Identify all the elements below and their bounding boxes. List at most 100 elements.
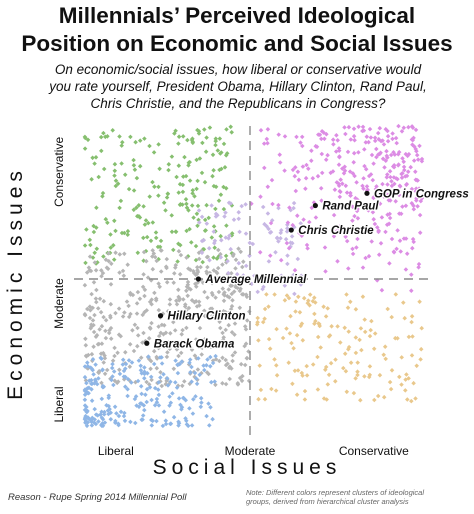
annotation-label: Average Millennial xyxy=(204,274,307,286)
data-point xyxy=(134,403,139,408)
data-point xyxy=(403,203,409,209)
data-point xyxy=(94,205,99,210)
data-point xyxy=(82,417,88,422)
data-point xyxy=(296,177,302,183)
data-point xyxy=(404,372,409,377)
data-point xyxy=(304,242,310,248)
data-point xyxy=(159,355,164,360)
data-point xyxy=(230,298,235,303)
data-point xyxy=(381,352,386,358)
data-point xyxy=(158,238,164,244)
data-point xyxy=(140,417,145,422)
data-point xyxy=(291,200,297,206)
data-point xyxy=(372,331,378,336)
data-point xyxy=(120,357,126,363)
data-point xyxy=(89,177,94,182)
data-point xyxy=(131,188,137,193)
chart-title-line-2: Position on Economic and Social Issues xyxy=(21,31,453,56)
data-point xyxy=(410,334,415,339)
data-point xyxy=(414,148,419,154)
data-point xyxy=(226,287,231,292)
annotation-label: GOP in Congress xyxy=(374,188,469,200)
data-point xyxy=(152,290,157,296)
data-point xyxy=(165,308,171,314)
data-point xyxy=(402,315,407,321)
data-point xyxy=(149,320,154,326)
data-point xyxy=(103,328,108,334)
data-point xyxy=(221,141,227,147)
data-point xyxy=(385,133,391,139)
data-point xyxy=(187,357,193,362)
data-point xyxy=(175,259,180,264)
data-point xyxy=(140,413,146,418)
data-point xyxy=(258,194,263,199)
data-point xyxy=(92,161,97,166)
data-point xyxy=(372,138,378,144)
data-point xyxy=(353,307,359,312)
data-point xyxy=(202,127,207,132)
data-point xyxy=(217,319,222,325)
data-point xyxy=(318,345,323,350)
data-point xyxy=(229,271,234,276)
data-point xyxy=(293,299,299,304)
data-point xyxy=(151,150,157,155)
data-point xyxy=(225,258,230,264)
data-point xyxy=(351,390,357,396)
data-point xyxy=(369,239,374,244)
data-point xyxy=(82,282,88,288)
data-point xyxy=(101,360,106,365)
data-point xyxy=(183,416,188,421)
data-point xyxy=(261,141,267,146)
data-point xyxy=(189,298,195,303)
data-point xyxy=(301,295,307,301)
data-point xyxy=(187,406,192,411)
data-point xyxy=(90,155,95,161)
data-point xyxy=(387,211,392,217)
data-point xyxy=(153,230,159,235)
data-point xyxy=(83,343,89,348)
data-point xyxy=(401,125,407,131)
data-point xyxy=(220,355,225,361)
data-point xyxy=(300,338,306,343)
data-point xyxy=(283,236,289,242)
data-point xyxy=(152,184,157,189)
data-point xyxy=(321,304,326,309)
data-point xyxy=(270,201,275,207)
data-point xyxy=(108,282,114,287)
data-point xyxy=(156,307,162,313)
data-point xyxy=(173,265,178,270)
data-point xyxy=(165,191,171,197)
data-point xyxy=(309,205,315,211)
data-point xyxy=(321,396,327,401)
data-point xyxy=(304,363,309,369)
data-point xyxy=(147,143,152,149)
data-point xyxy=(120,314,126,319)
data-point xyxy=(95,306,101,311)
y-axis-label: Economic Issues xyxy=(4,166,27,400)
data-point xyxy=(122,230,127,236)
data-point xyxy=(325,306,330,311)
data-point xyxy=(117,205,122,211)
data-point xyxy=(213,382,218,388)
data-point xyxy=(334,133,339,138)
data-point xyxy=(307,219,312,225)
data-point xyxy=(239,378,245,384)
data-point xyxy=(370,177,376,183)
data-point xyxy=(337,154,342,159)
data-point xyxy=(181,174,186,179)
data-point xyxy=(167,394,172,399)
data-point xyxy=(323,367,328,372)
data-point xyxy=(169,213,174,218)
data-point xyxy=(163,208,168,213)
data-point xyxy=(266,259,272,264)
data-point xyxy=(296,294,301,300)
data-point xyxy=(294,392,300,397)
data-point xyxy=(243,231,249,236)
data-point xyxy=(101,166,107,172)
data-point xyxy=(210,416,215,422)
data-point xyxy=(93,155,99,160)
annotation-label: Hillary Clinton xyxy=(168,311,246,323)
data-point xyxy=(176,353,181,359)
data-point xyxy=(210,360,216,366)
data-point xyxy=(206,246,212,251)
